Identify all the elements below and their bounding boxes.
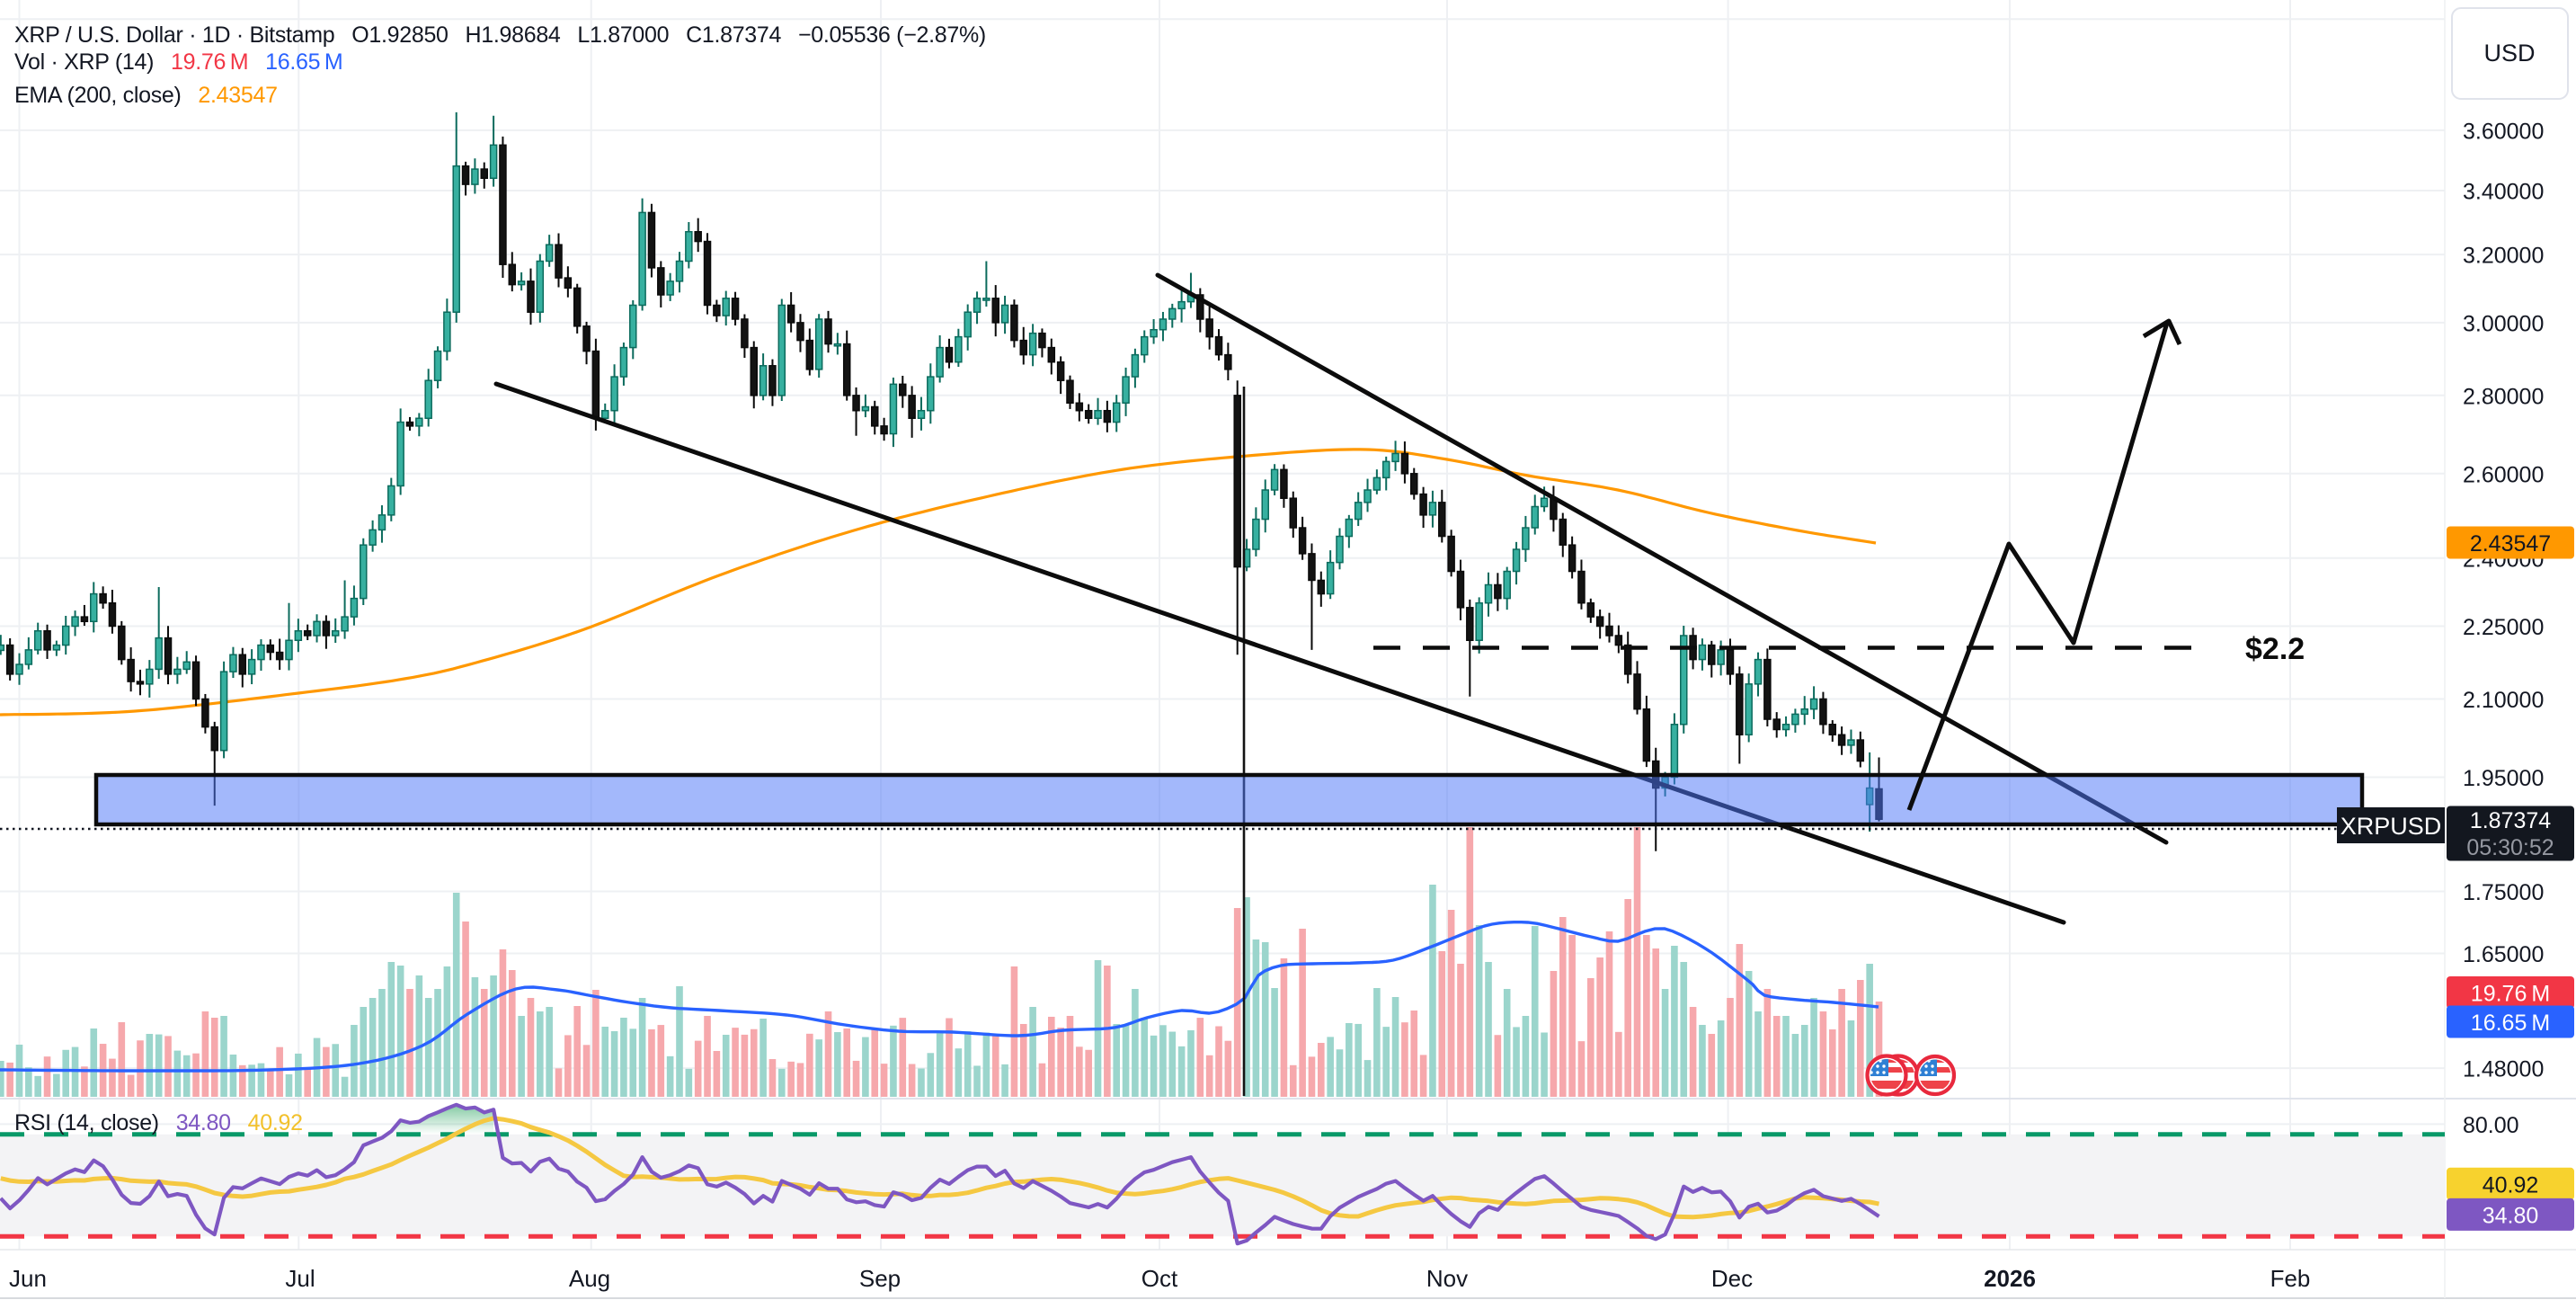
svg-text:40.92: 40.92 [2483, 1172, 2539, 1198]
svg-text:2.43547: 2.43547 [2470, 531, 2551, 557]
svg-text:2.25000: 2.25000 [2463, 615, 2544, 640]
svg-text:XRPUSD: XRPUSD [2341, 813, 2442, 840]
svg-text:2.60000: 2.60000 [2463, 462, 2544, 487]
svg-text:Jul: Jul [285, 1265, 315, 1292]
svg-text:1.48000: 1.48000 [2463, 1057, 2544, 1082]
svg-text:1.65000: 1.65000 [2463, 942, 2544, 967]
svg-text:16.65 M: 16.65 M [2471, 1011, 2550, 1036]
svg-text:XRP / U.S. Dollar · 1D · Bitst: XRP / U.S. Dollar · 1D · Bitstamp O1.928… [14, 22, 986, 48]
svg-text:Vol · XRP (14) 19.76 M 16.65: Vol · XRP (14) 19.76 M 16.65 M [14, 49, 342, 75]
svg-text:1.87374: 1.87374 [2470, 808, 2551, 833]
svg-text:$2.2: $2.2 [2245, 632, 2305, 666]
svg-text:80.00: 80.00 [2463, 1113, 2519, 1138]
svg-text:2026: 2026 [1984, 1265, 2036, 1292]
svg-text:Jun: Jun [9, 1265, 47, 1292]
svg-text:34.80: 34.80 [2483, 1203, 2539, 1228]
svg-text:05:30:52: 05:30:52 [2466, 835, 2554, 860]
svg-text:3.40000: 3.40000 [2463, 180, 2544, 205]
svg-text:3.00000: 3.00000 [2463, 311, 2544, 336]
svg-text:19.76 M: 19.76 M [2471, 982, 2550, 1007]
svg-text:Oct: Oct [1141, 1265, 1178, 1292]
svg-text:Feb: Feb [2270, 1265, 2311, 1292]
svg-text:Aug: Aug [569, 1265, 610, 1292]
svg-text:2.80000: 2.80000 [2463, 384, 2544, 409]
svg-text:1.75000: 1.75000 [2463, 880, 2544, 905]
svg-text:1.95000: 1.95000 [2463, 766, 2544, 791]
svg-text:Nov: Nov [1426, 1265, 1468, 1292]
svg-text:Dec: Dec [1711, 1265, 1753, 1292]
svg-text:RSI (14, close) 34.80 40.92: RSI (14, close) 34.80 40.92 [14, 1110, 303, 1135]
svg-text:3.20000: 3.20000 [2463, 244, 2544, 269]
svg-text:2.10000: 2.10000 [2463, 688, 2544, 713]
svg-text:3.60000: 3.60000 [2463, 119, 2544, 144]
svg-text:EMA (200, close) 2.43547: EMA (200, close) 2.43547 [14, 83, 278, 108]
svg-text:USD: USD [2483, 40, 2535, 67]
svg-text:Sep: Sep [859, 1265, 901, 1292]
